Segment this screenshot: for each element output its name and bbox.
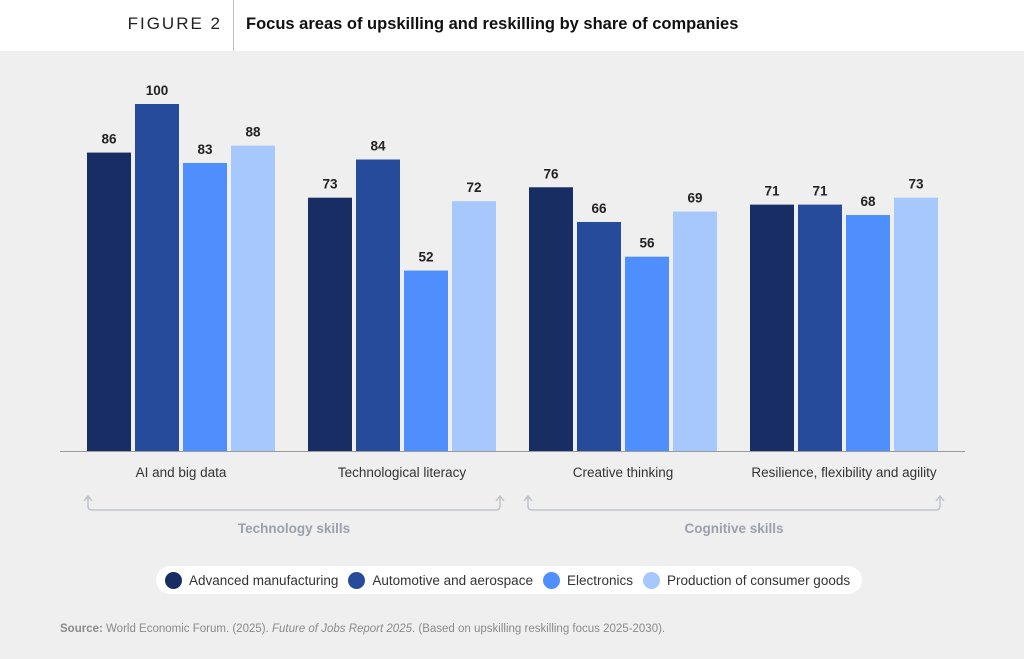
legend-label: Production of consumer goods <box>666 572 851 588</box>
bar-value-label: 76 <box>543 166 559 181</box>
bar-value-label: 68 <box>860 194 876 209</box>
bar-value-label: 88 <box>245 125 261 140</box>
bracket-arrow-icon <box>523 494 533 502</box>
bar-value-label: 71 <box>812 184 828 199</box>
bar <box>798 204 842 451</box>
source-label: Source: <box>60 623 103 635</box>
category-label: Technological literacy <box>338 465 467 480</box>
bar <box>183 162 227 451</box>
bar <box>404 270 448 451</box>
source-text-after: . (Based on upskilling reskilling focus … <box>411 623 666 635</box>
category-label: Creative thinking <box>573 465 674 480</box>
bar-value-label: 100 <box>146 83 169 98</box>
bar <box>231 145 275 451</box>
legend-label: Automotive and aerospace <box>372 572 533 588</box>
bar-value-label: 83 <box>197 142 213 157</box>
bar <box>529 187 573 451</box>
bar-value-label: 69 <box>687 191 702 206</box>
group-label: Cognitive skills <box>684 521 783 536</box>
bar-value-label: 56 <box>639 236 655 251</box>
bar-value-label: 73 <box>908 177 924 192</box>
chart-title: Focus areas of upskilling and reskilling… <box>246 15 739 33</box>
legend-label: Advanced manufacturing <box>189 572 339 588</box>
bar <box>452 201 496 451</box>
legend-swatch-icon <box>348 571 366 589</box>
bar <box>846 215 890 451</box>
bar <box>750 204 794 451</box>
bar <box>308 197 352 451</box>
legend-item: Advanced manufacturing <box>165 571 339 589</box>
figure-label: FIGURE 2 <box>127 14 222 33</box>
bar-value-label: 86 <box>101 132 117 147</box>
bar <box>625 256 669 451</box>
legend-label: Electronics <box>566 572 633 588</box>
figure-header: FIGURE 2 Focus areas of upskilling and r… <box>0 0 1024 51</box>
group-bracket <box>87 496 501 511</box>
legend-item: Automotive and aerospace <box>348 571 533 589</box>
bar-value-label: 52 <box>418 250 433 265</box>
bar-value-label: 66 <box>591 201 607 216</box>
legend-swatch-icon <box>165 571 182 589</box>
bar-value-label: 84 <box>370 139 386 154</box>
bracket-arrow-icon <box>935 494 945 502</box>
group-label: Technology skills <box>238 521 350 536</box>
legend-swatch-icon <box>642 571 660 589</box>
source-text-before: World Economic Forum. (2025). <box>102 623 272 635</box>
legend-swatch-icon <box>542 571 560 589</box>
legend-item: Production of consumer goods <box>642 571 851 589</box>
bar <box>894 197 938 451</box>
bar <box>577 221 621 451</box>
category-label: Resilience, flexibility and agility <box>751 465 937 480</box>
bar <box>356 159 400 451</box>
bar <box>135 104 179 451</box>
source-report-title: Future of Jobs Report 2025 <box>271 623 412 635</box>
category-label: AI and big data <box>136 465 227 480</box>
bar <box>673 211 717 451</box>
header-divider <box>233 0 234 51</box>
bar-value-label: 72 <box>466 180 481 195</box>
group-bracket <box>527 496 941 511</box>
legend: Advanced manufacturing Automotive and aer… <box>156 566 863 594</box>
bar-value-label: 71 <box>764 184 780 199</box>
bracket-arrow-icon <box>83 494 93 502</box>
bracket-arrow-icon <box>495 494 505 502</box>
bar-value-label: 73 <box>322 177 338 192</box>
legend-item: Electronics <box>542 571 633 589</box>
bar-chart: 86 100 83 88 AI and big data 73 84 52 72 Technolo… <box>60 83 965 536</box>
bar <box>87 152 131 451</box>
source-note: Source: World Economic Forum. (2025). Fu… <box>60 623 665 635</box>
